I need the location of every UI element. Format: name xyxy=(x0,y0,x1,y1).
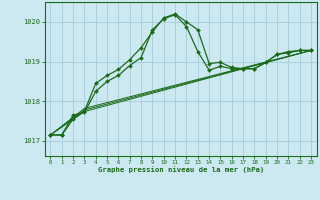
X-axis label: Graphe pression niveau de la mer (hPa): Graphe pression niveau de la mer (hPa) xyxy=(98,167,264,173)
